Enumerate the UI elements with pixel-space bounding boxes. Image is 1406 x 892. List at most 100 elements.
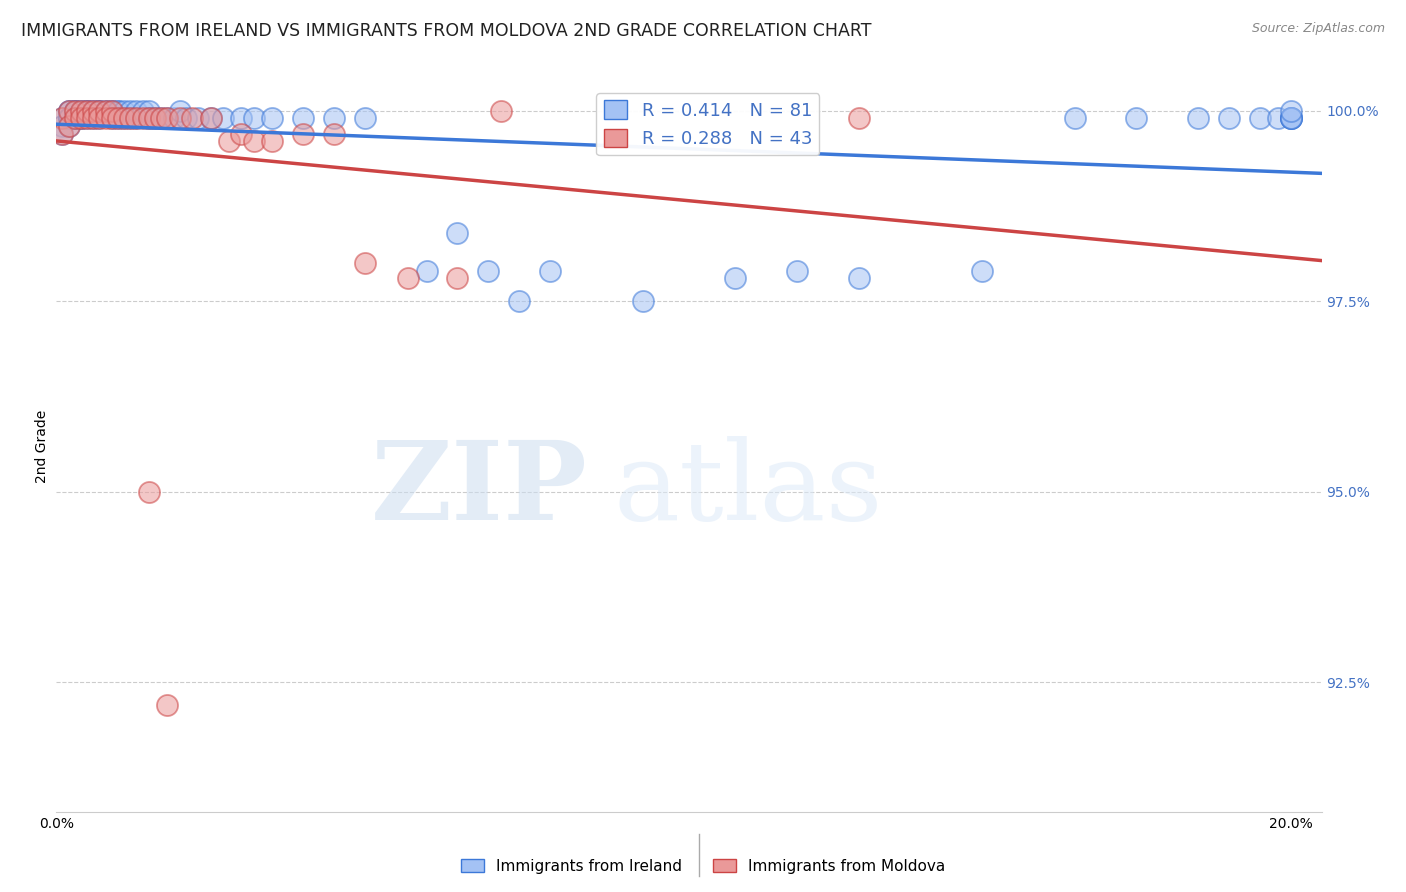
Point [1267,112,1289,126]
Point [63,103,86,118]
Point [508,294,530,309]
Point [51,127,73,141]
Point [107,112,129,126]
Point [58,103,80,118]
Legend: Immigrants from Ireland, Immigrants from Moldova: Immigrants from Ireland, Immigrants from… [456,853,950,880]
Point [63,112,86,126]
Point [848,271,870,285]
Point [125,112,148,126]
Point [76,103,98,118]
Point [70,103,93,118]
Point [125,112,148,126]
Legend: R = 0.414   N = 81, R = 0.288   N = 43: R = 0.414 N = 81, R = 0.288 N = 43 [596,93,820,155]
Point [231,112,253,126]
Point [1279,112,1302,126]
Point [94,103,117,118]
Point [112,103,135,118]
Point [1187,112,1209,126]
Point [101,112,124,126]
Point [354,256,377,270]
Point [138,484,160,499]
Point [169,112,191,126]
Point [200,112,222,126]
Point [107,103,129,118]
Point [70,112,93,126]
Point [76,103,98,118]
Point [1063,112,1085,126]
Point [1279,112,1302,126]
Point [76,112,98,126]
Point [51,112,73,126]
Point [138,112,160,126]
Point [143,112,166,126]
Point [1279,112,1302,126]
Point [101,103,124,118]
Point [162,112,184,126]
Point [631,294,654,309]
Text: atlas: atlas [613,436,883,543]
Point [58,103,80,118]
Point [63,103,86,118]
Point [538,264,561,278]
Point [292,112,315,126]
Point [262,134,284,148]
Point [131,103,153,118]
Point [218,134,240,148]
Point [396,271,419,285]
Point [143,112,166,126]
Y-axis label: 2nd Grade: 2nd Grade [35,409,49,483]
Point [58,112,80,126]
Text: ZIP: ZIP [371,436,588,543]
Point [70,112,93,126]
Point [242,112,264,126]
Point [51,119,73,133]
Point [58,112,80,126]
Point [107,112,129,126]
Point [76,103,98,118]
Point [82,103,104,118]
Point [415,264,437,278]
Point [70,103,93,118]
Point [156,112,179,126]
Point [181,112,204,126]
Point [1279,103,1302,118]
Point [187,112,209,126]
Point [101,103,124,118]
Point [489,103,512,118]
Point [63,103,86,118]
Point [89,112,111,126]
Point [120,103,142,118]
Point [156,698,179,712]
Point [63,103,86,118]
Point [323,112,346,126]
Point [1279,112,1302,126]
Point [58,103,80,118]
Point [70,103,93,118]
Point [354,112,377,126]
Text: Source: ZipAtlas.com: Source: ZipAtlas.com [1251,22,1385,36]
Point [1249,112,1271,126]
Point [101,103,124,118]
Point [112,112,135,126]
Point [89,103,111,118]
Point [76,112,98,126]
Point [138,103,160,118]
Point [724,271,747,285]
Point [446,271,468,285]
Point [1218,112,1240,126]
Point [150,112,173,126]
Point [174,112,197,126]
Point [112,112,135,126]
Point [169,103,191,118]
Point [94,112,117,126]
Point [51,112,73,126]
Point [848,112,870,126]
Point [82,112,104,126]
Point [89,112,111,126]
Point [89,103,111,118]
Point [156,112,179,126]
Point [58,119,80,133]
Point [200,112,222,126]
Point [972,264,994,278]
Point [63,112,86,126]
